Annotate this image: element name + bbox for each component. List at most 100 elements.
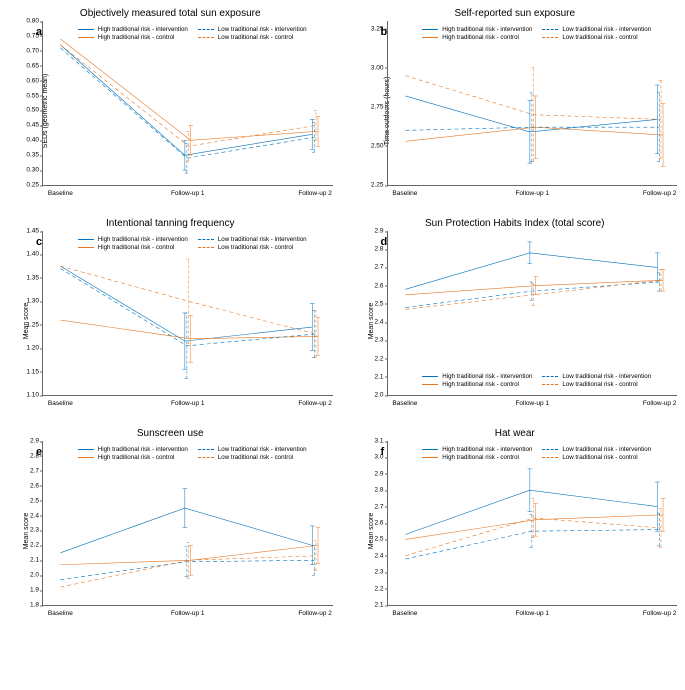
x-tick: Baseline xyxy=(48,400,73,407)
y-tick: 2.3 xyxy=(360,337,384,344)
legend-label: Low traditional risk - intervention xyxy=(562,373,651,380)
legend-swatch xyxy=(422,29,438,30)
y-tick: 2.50 xyxy=(360,142,384,149)
legend-item: Low traditional risk - intervention xyxy=(542,446,651,453)
y-tick: 2.6 xyxy=(360,520,384,527)
series-line-hi_int xyxy=(405,253,657,289)
y-tick: 0.40 xyxy=(15,137,39,144)
legend-swatch xyxy=(422,384,438,385)
x-tick: Follow-up 2 xyxy=(643,190,677,197)
x-tick: Follow-up 1 xyxy=(171,400,205,407)
series-line-hi_int xyxy=(60,266,312,341)
plot-wrap: Mean score2.02.12.22.32.42.52.62.72.82.9… xyxy=(353,231,678,410)
y-tick: 3.25 xyxy=(360,25,384,32)
legend-swatch xyxy=(78,247,94,248)
y-tick: 2.6 xyxy=(360,282,384,289)
legend-item: High traditional risk - control xyxy=(78,244,188,251)
series-line-hi_int xyxy=(405,96,657,132)
x-tick: Baseline xyxy=(48,610,73,617)
legend-label: High traditional risk - intervention xyxy=(98,236,188,243)
legend-label: Low traditional risk - intervention xyxy=(562,26,651,33)
plot-area: 2.252.502.753.003.25BaselineFollow-up 1F… xyxy=(387,21,678,186)
legend-swatch xyxy=(198,449,214,450)
legend-swatch xyxy=(542,37,558,38)
panel-title: Sunscreen use xyxy=(8,428,333,439)
series-line-hi_int xyxy=(60,45,312,155)
legend-label: High traditional risk - control xyxy=(442,381,519,388)
legend-swatch xyxy=(422,37,438,38)
y-tick: 1.30 xyxy=(15,298,39,305)
legend: High traditional risk - intervention Low … xyxy=(422,373,651,388)
plot-wrap: Mean score2.12.22.32.42.52.62.72.82.93.0… xyxy=(353,441,678,620)
x-tick: Follow-up 1 xyxy=(171,190,205,197)
y-tick: 2.9 xyxy=(15,438,39,445)
panel-title: Hat wear xyxy=(353,428,678,439)
y-tick: 3.00 xyxy=(360,64,384,71)
y-tick: 2.7 xyxy=(360,503,384,510)
y-tick: 0.70 xyxy=(15,47,39,54)
legend-item: Low traditional risk - intervention xyxy=(198,236,307,243)
legend-item: Low traditional risk - control xyxy=(198,454,307,461)
x-tick: Follow-up 2 xyxy=(298,190,332,197)
series-line-hi_ctl xyxy=(60,545,318,564)
series-svg xyxy=(388,21,678,185)
panel-title: Self-reported sun exposure xyxy=(353,8,678,19)
y-tick: 0.75 xyxy=(15,32,39,39)
legend-swatch xyxy=(78,37,94,38)
legend-item: Low traditional risk - intervention xyxy=(542,373,651,380)
x-tick: Follow-up 2 xyxy=(643,400,677,407)
plot-area: 0.250.300.350.400.450.500.550.600.650.70… xyxy=(42,21,333,186)
legend-item: Low traditional risk - intervention xyxy=(198,26,307,33)
legend-item: High traditional risk - control xyxy=(422,454,532,461)
legend-item: High traditional risk - control xyxy=(78,454,188,461)
legend: High traditional risk - interventionLow … xyxy=(78,446,307,461)
y-tick: 2.6 xyxy=(15,482,39,489)
legend-item: High traditional risk - control xyxy=(78,34,188,41)
plot-area: 1.101.151.201.251.301.351.401.45Baseline… xyxy=(42,231,333,396)
series-line-lo_ctl xyxy=(405,76,661,120)
legend-label: High traditional risk - control xyxy=(98,34,175,41)
legend-swatch xyxy=(198,29,214,30)
legend-label: High traditional risk - intervention xyxy=(442,26,532,33)
y-tick: 1.15 xyxy=(15,368,39,375)
legend-label: High traditional risk - intervention xyxy=(442,373,532,380)
y-tick: 2.1 xyxy=(360,373,384,380)
legend-label: Low traditional risk - control xyxy=(562,34,637,41)
legend-label: Low traditional risk - intervention xyxy=(218,446,307,453)
legend: High traditional risk - intervention Low … xyxy=(78,236,307,251)
panel-title: Objectively measured total sun exposure xyxy=(8,8,333,19)
legend: High traditional risk - intervention Low … xyxy=(78,26,307,41)
x-tick: Follow-up 2 xyxy=(298,610,332,617)
series-svg xyxy=(43,231,333,395)
legend-label: Low traditional risk - intervention xyxy=(218,26,307,33)
legend-swatch xyxy=(78,449,94,450)
panel-a: Objectively measured total sun exposurea… xyxy=(8,8,333,200)
legend: High traditional risk - interventionLow … xyxy=(422,446,651,461)
x-tick: Follow-up 1 xyxy=(515,190,549,197)
y-tick: 0.30 xyxy=(15,167,39,174)
y-tick: 1.9 xyxy=(15,587,39,594)
plot-wrap: SEDs (geometric mean)0.250.300.350.400.4… xyxy=(8,21,333,200)
legend-swatch xyxy=(542,449,558,450)
legend-label: High traditional risk - intervention xyxy=(98,26,188,33)
legend-label: Low traditional risk - intervention xyxy=(218,236,307,243)
legend-swatch xyxy=(78,29,94,30)
plot-area: 1.81.92.02.12.22.32.42.52.62.72.82.9Base… xyxy=(42,441,333,606)
panel-e: Sunscreen useeMean score1.81.92.02.12.22… xyxy=(8,428,333,620)
plot-wrap: Mean score1.81.92.02.12.22.32.42.52.62.7… xyxy=(8,441,333,620)
y-tick: 2.3 xyxy=(15,527,39,534)
y-tick: 2.0 xyxy=(15,572,39,579)
y-tick: 0.45 xyxy=(15,122,39,129)
y-tick: 2.8 xyxy=(360,246,384,253)
y-tick: 2.8 xyxy=(15,452,39,459)
y-tick: 2.4 xyxy=(360,319,384,326)
x-tick: Follow-up 2 xyxy=(643,610,677,617)
legend-item: Low traditional risk - control xyxy=(542,454,651,461)
legend-swatch xyxy=(542,29,558,30)
y-tick: 1.20 xyxy=(15,345,39,352)
y-tick: 1.45 xyxy=(15,228,39,235)
y-tick: 1.35 xyxy=(15,274,39,281)
legend-swatch xyxy=(198,239,214,240)
legend-item: High traditional risk - intervention xyxy=(78,26,188,33)
x-tick: Baseline xyxy=(392,610,417,617)
